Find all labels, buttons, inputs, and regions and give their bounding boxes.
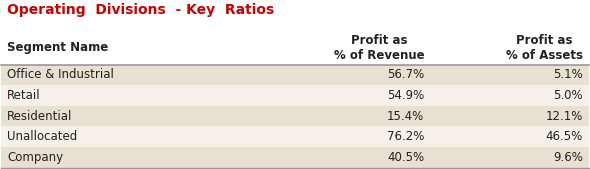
FancyBboxPatch shape: [1, 65, 589, 85]
Text: Profit as
% of Revenue: Profit as % of Revenue: [333, 34, 424, 62]
Text: Profit as
% of Assets: Profit as % of Assets: [506, 34, 583, 62]
Text: 5.1%: 5.1%: [553, 68, 583, 81]
Text: 40.5%: 40.5%: [387, 151, 424, 164]
Text: Residential: Residential: [7, 110, 73, 123]
Text: Unallocated: Unallocated: [7, 130, 77, 143]
Text: 54.9%: 54.9%: [387, 89, 424, 102]
Text: 9.6%: 9.6%: [553, 151, 583, 164]
Text: 56.7%: 56.7%: [387, 68, 424, 81]
Text: 15.4%: 15.4%: [387, 110, 424, 123]
Text: 5.0%: 5.0%: [553, 89, 583, 102]
Text: 12.1%: 12.1%: [545, 110, 583, 123]
Text: Office & Industrial: Office & Industrial: [7, 68, 114, 81]
Text: 76.2%: 76.2%: [387, 130, 424, 143]
Text: Retail: Retail: [7, 89, 41, 102]
FancyBboxPatch shape: [1, 106, 589, 126]
Text: Operating  Divisions  - Key  Ratios: Operating Divisions - Key Ratios: [7, 3, 274, 17]
FancyBboxPatch shape: [1, 126, 589, 147]
Text: Segment Name: Segment Name: [7, 41, 109, 54]
Text: 46.5%: 46.5%: [546, 130, 583, 143]
Text: Company: Company: [7, 151, 63, 164]
FancyBboxPatch shape: [1, 147, 589, 168]
FancyBboxPatch shape: [1, 85, 589, 106]
